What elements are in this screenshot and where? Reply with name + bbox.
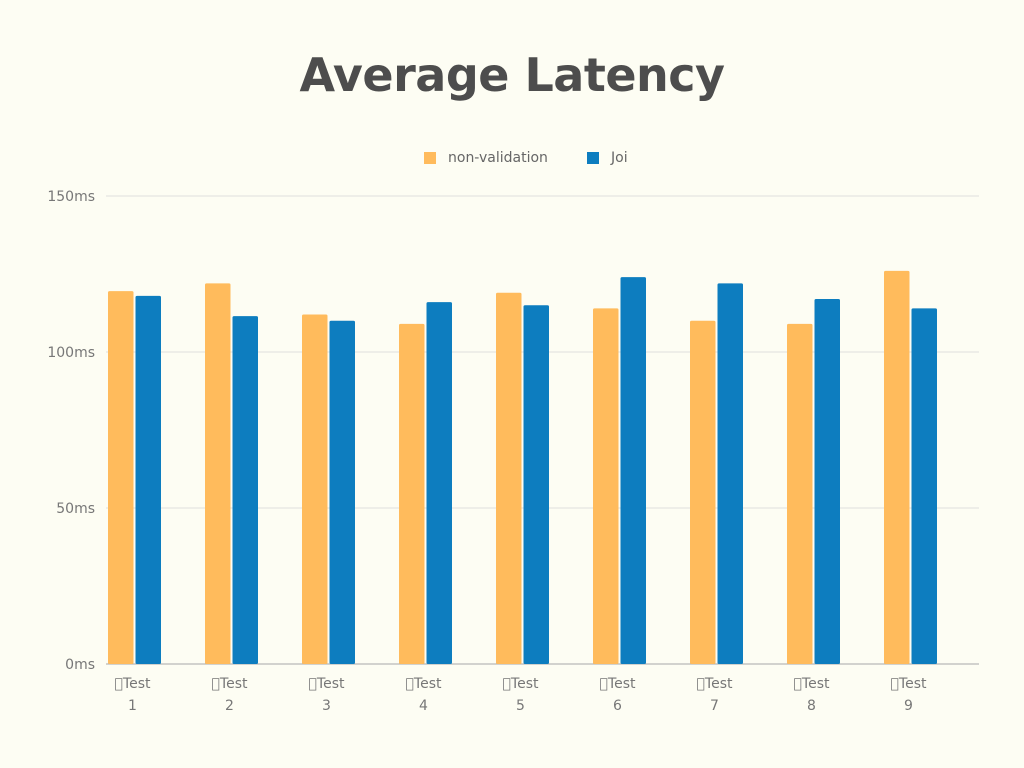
bar-non-validation — [690, 320, 716, 664]
y-axis: 0ms 50ms 100ms 150ms — [47, 189, 95, 673]
x-tick-label:  Test 5 — [503, 676, 539, 714]
y-tick-label: 150ms — [47, 189, 95, 205]
bar-joi — [717, 283, 743, 664]
x-axis:  Test 1  Test 2  Test 3  Test 4  Test 5  Test 6  Tes… — [115, 676, 927, 714]
bar-non-validation — [593, 308, 619, 664]
bar-joi — [329, 320, 355, 664]
y-tick-label: 50ms — [56, 501, 95, 517]
bar-joi — [523, 305, 549, 664]
x-tick-label:  Test 3 — [309, 676, 345, 714]
x-tick-label:  Test 1 — [115, 676, 151, 714]
legend-item-joi[interactable]: Joi — [587, 150, 628, 166]
bar-non-validation — [787, 323, 813, 664]
bar-non-validation — [205, 283, 231, 664]
bar-joi — [911, 308, 937, 664]
bar-non-validation — [496, 292, 522, 664]
bar-non-validation — [399, 323, 425, 664]
legend-item-non-validation[interactable]: non-validation — [424, 150, 548, 166]
y-tick-label: 0ms — [65, 657, 95, 673]
bar-joi — [814, 298, 840, 664]
bar-non-validation — [108, 291, 134, 664]
legend-swatch-non-validation — [424, 152, 436, 164]
bar-joi — [232, 316, 258, 664]
x-tick-label:  Test 6 — [600, 676, 636, 714]
bar-joi — [426, 302, 452, 664]
bar-joi — [135, 295, 161, 664]
bar-non-validation — [302, 314, 328, 664]
bars — [108, 270, 937, 664]
x-tick-label:  Test 8 — [794, 676, 830, 714]
legend-label-joi: Joi — [611, 150, 628, 166]
bar-joi — [620, 277, 646, 664]
x-tick-label:  Test 2 — [212, 676, 248, 714]
legend-label-non-validation: non-validation — [448, 150, 548, 166]
legend-swatch-joi — [587, 152, 599, 164]
x-tick-label:  Test 9 — [891, 676, 927, 714]
chart-title: Average Latency — [299, 48, 725, 102]
x-tick-label:  Test 7 — [697, 676, 733, 714]
bar-non-validation — [884, 270, 910, 664]
x-tick-label:  Test 4 — [406, 676, 442, 714]
legend: non-validation Joi — [0, 150, 1024, 176]
y-tick-label: 100ms — [47, 345, 95, 361]
